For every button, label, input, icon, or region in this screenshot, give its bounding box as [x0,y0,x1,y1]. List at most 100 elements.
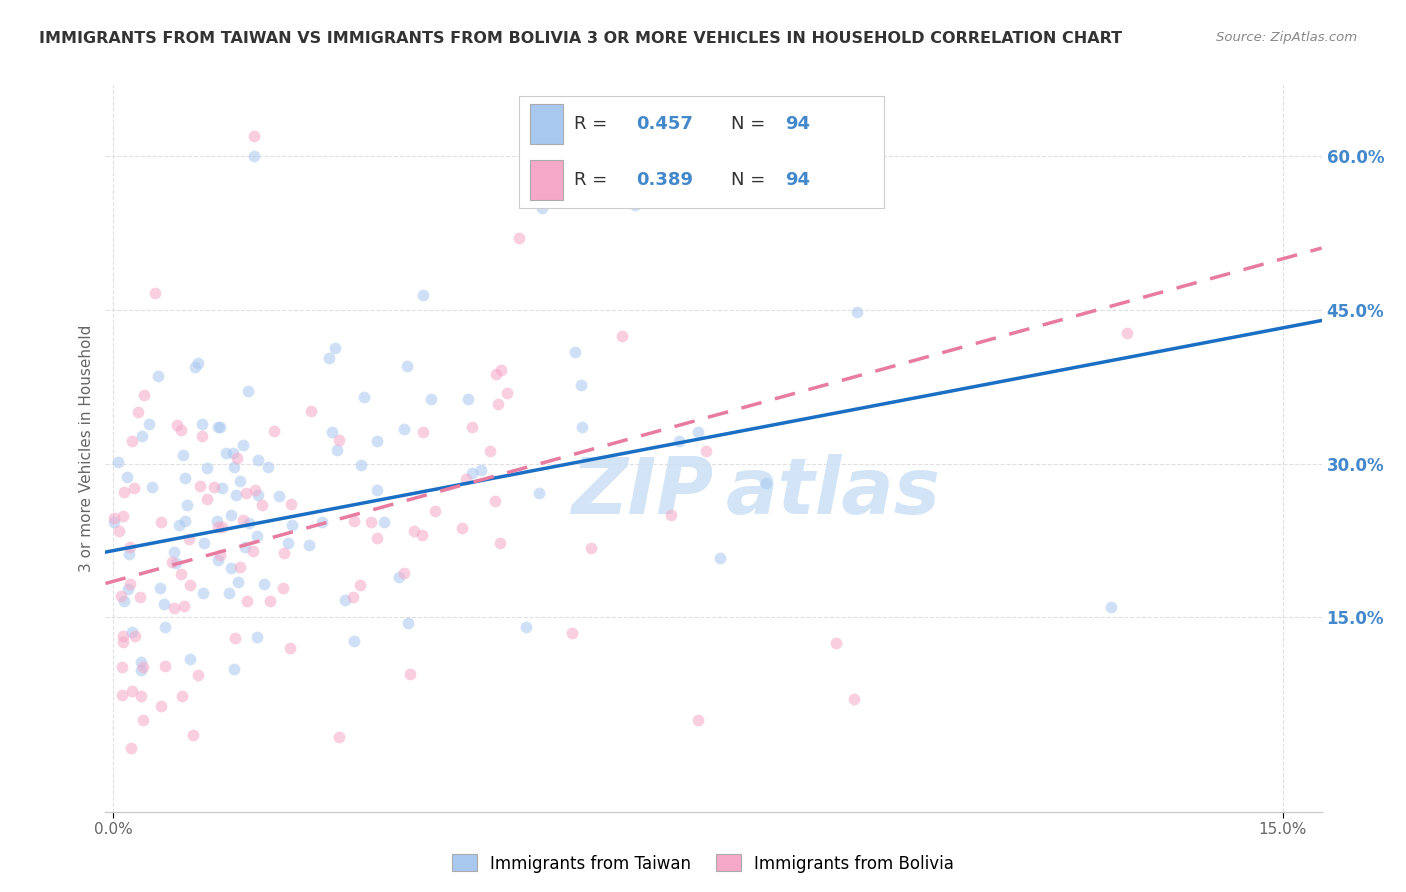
Point [280,497,302,511]
Point [311,515,333,529]
Point [281,518,304,533]
Text: Source: ZipAtlas.com: Source: ZipAtlas.com [1216,31,1357,45]
Point [229,559,252,574]
Point [129,590,152,604]
Point [124,481,146,495]
Text: atlas: atlas [725,454,941,530]
Point [243,483,266,498]
Point [193,585,215,599]
Point [225,488,247,502]
Point [205,514,228,528]
Point [277,535,299,549]
Point [423,504,446,518]
Point [110,688,132,702]
Point [242,128,264,143]
Point [219,561,242,575]
Text: IMMIGRANTS FROM TAIWAN VS IMMIGRANTS FROM BOLIVIA 3 OR MORE VEHICLES IN HOUSEHOL: IMMIGRANTS FROM TAIWAN VS IMMIGRANTS FRO… [39,31,1122,46]
Point [321,425,343,440]
Point [564,345,586,359]
Point [179,578,201,592]
Point [218,586,240,600]
Point [211,481,233,495]
Point [451,521,474,535]
Point [267,489,290,503]
Point [193,536,215,550]
Point [236,594,259,608]
Point [846,305,869,319]
Point [117,582,139,597]
Point [118,577,141,591]
Point [1099,599,1122,614]
Point [173,599,195,614]
Point [461,466,484,480]
Point [271,582,294,596]
Point [209,420,232,434]
Point [366,531,388,545]
Point [531,201,554,215]
Point [399,667,422,681]
Point [579,541,602,556]
Point [350,458,373,473]
Point [163,601,186,615]
Point [479,443,502,458]
Point [121,683,143,698]
Point [246,453,269,467]
Point [242,149,264,163]
Point [235,486,257,500]
Point [187,356,209,370]
Point [132,713,155,727]
Point [207,419,229,434]
Point [454,473,477,487]
Point [343,514,366,528]
Point [224,631,246,645]
Point [211,520,233,534]
Point [387,570,409,584]
Point [143,286,166,301]
Point [328,730,350,744]
Point [165,556,187,570]
Point [115,470,138,484]
Point [470,463,492,477]
Point [299,404,322,418]
Point [222,446,245,460]
Point [489,363,512,377]
Point [238,516,260,530]
Point [208,548,231,562]
Point [412,288,434,302]
Point [112,485,135,500]
Point [118,540,141,554]
Point [129,663,152,677]
Point [134,388,156,402]
Point [233,541,256,555]
Point [242,543,264,558]
Point [146,369,169,384]
Point [259,594,281,608]
Point [195,491,218,506]
Point [366,434,388,448]
Point [335,592,357,607]
Point [202,480,225,494]
Point [153,659,176,673]
Point [353,390,375,404]
Point [661,508,683,522]
Point [395,359,418,374]
Point [253,577,276,591]
Point [127,405,149,419]
Point [326,442,349,457]
Point [112,594,135,608]
Point [668,434,690,448]
Point [103,515,125,529]
Point [709,551,731,566]
Point [132,659,155,673]
Point [207,520,229,534]
Point [342,591,364,605]
Point [610,329,633,343]
Point [238,384,260,398]
Point [222,460,245,475]
Point [695,444,717,458]
Point [129,655,152,669]
Point [247,488,270,502]
Point [232,513,254,527]
Point [108,524,131,538]
Point [527,486,550,500]
